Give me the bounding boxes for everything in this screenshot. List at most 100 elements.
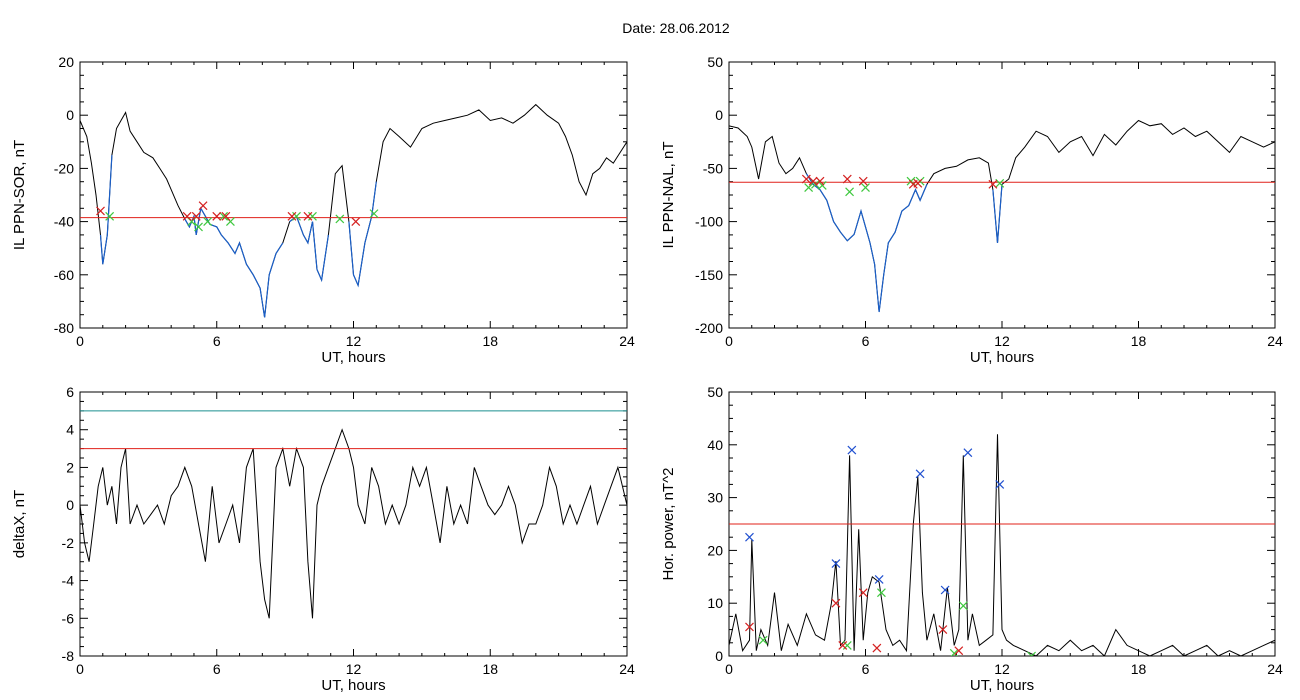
y-tick-label: 0 <box>715 107 723 123</box>
y-tick-label: -8 <box>62 648 75 664</box>
red-marker <box>287 211 297 221</box>
x-tick-label: 0 <box>725 661 733 677</box>
x-tick-label: 24 <box>619 661 635 677</box>
green-marker <box>369 209 379 219</box>
y-tick-label: 0 <box>66 497 74 513</box>
plot-area <box>729 434 1275 656</box>
red-marker <box>872 643 882 653</box>
plot-frame <box>79 391 628 657</box>
x-tick-label: 24 <box>1267 333 1283 349</box>
y-tick-label: 40 <box>707 437 723 453</box>
green-marker <box>292 211 301 221</box>
red-marker <box>351 217 361 227</box>
x-axis-label: UT, hours <box>321 677 385 694</box>
green-marker <box>308 211 317 221</box>
red-marker <box>954 646 964 656</box>
x-axis-label: UT, hours <box>321 349 385 366</box>
y-tick-label: -200 <box>695 320 723 336</box>
signal-line <box>729 119 1275 313</box>
plot-area <box>729 119 1275 313</box>
green-marker <box>877 588 886 598</box>
red-marker <box>838 641 848 650</box>
y-tick-label: 0 <box>715 648 723 664</box>
green-marker <box>861 183 870 192</box>
green-marker <box>219 211 229 221</box>
y-tick-label: -6 <box>62 610 75 626</box>
plot-area <box>80 103 627 318</box>
x-tick-label: 6 <box>213 333 221 349</box>
highlight-segment <box>992 184 1003 243</box>
green-marker <box>804 183 814 192</box>
highlight-segment <box>348 181 377 288</box>
green-marker <box>335 214 345 224</box>
x-tick-label: 18 <box>482 333 498 349</box>
y-tick-label: -50 <box>703 160 723 176</box>
x-tick-label: 0 <box>725 333 733 349</box>
y-tick-label: 0 <box>66 107 74 123</box>
panel-hor-power: 0 6 12 18 24 50 40 30 20 10 0 UT, hours Hor. power, … <box>660 384 1283 694</box>
panel-deltax: 0 6 12 18 24 6 4 2 0 -2 -4 -6 -8 UT, hours deltaX, nT <box>11 384 635 694</box>
signal-line <box>80 103 627 318</box>
green-marker <box>842 641 852 650</box>
x-tick-label: 6 <box>862 661 870 677</box>
red-marker <box>815 176 825 186</box>
y-tick-label: 4 <box>66 422 74 438</box>
blue-marker <box>963 448 973 458</box>
green-marker <box>958 601 968 611</box>
plot-area <box>80 410 627 619</box>
green-marker <box>758 635 768 645</box>
x-axis-label: UT, hours <box>970 677 1034 694</box>
x-tick-label: 24 <box>619 333 635 349</box>
y-tick-label: -2 <box>62 535 75 551</box>
y-tick-label: -4 <box>62 573 75 589</box>
y-tick-label: 50 <box>707 54 723 70</box>
plot-frame <box>79 61 628 329</box>
red-marker <box>913 178 923 188</box>
x-tick-label: 12 <box>346 661 362 677</box>
y-tick-label: -40 <box>54 214 74 230</box>
red-marker <box>182 211 192 221</box>
red-marker <box>988 179 998 189</box>
y-axis-label: IL PPN-NAL, nT <box>660 142 677 249</box>
x-tick-label: 18 <box>482 661 498 677</box>
x-tick-label: 6 <box>213 661 221 677</box>
highlight-segment <box>289 215 329 283</box>
blue-marker <box>874 575 884 584</box>
y-tick-label: -20 <box>54 160 74 176</box>
panel-il-ppn-nal: 0 6 12 18 24 50 0 -50 -100 -150 -200 UT, hours IL PP… <box>660 54 1283 366</box>
green-marker <box>817 180 827 190</box>
y-tick-label: -60 <box>54 267 74 283</box>
panel-il-ppn-sor: 0 6 12 18 24 20 0 -20 -40 -60 -80 UT, hours IL PPN-S… <box>11 54 635 366</box>
blue-marker <box>745 532 754 542</box>
x-tick-label: 18 <box>1131 661 1147 677</box>
red-marker <box>198 201 208 211</box>
plot-frame <box>728 61 1276 329</box>
x-tick-label: 12 <box>346 333 362 349</box>
y-tick-label: 10 <box>707 595 723 611</box>
red-marker <box>221 211 231 221</box>
signal-line <box>80 428 627 619</box>
y-tick-label: -150 <box>695 267 723 283</box>
blue-marker <box>940 585 950 595</box>
highlight-segment <box>99 155 113 265</box>
figure-title: Date: 28.06.2012 <box>622 20 730 36</box>
y-tick-label: -80 <box>54 320 74 336</box>
green-marker <box>949 648 959 656</box>
blue-marker <box>847 445 857 455</box>
y-tick-label: 30 <box>707 490 723 506</box>
red-marker <box>808 176 818 186</box>
green-marker <box>845 187 854 197</box>
x-tick-label: 6 <box>862 333 870 349</box>
x-tick-label: 0 <box>76 661 84 677</box>
green-marker <box>1027 651 1036 656</box>
red-marker <box>938 625 948 635</box>
signal-line <box>729 434 1275 656</box>
highlight-segment <box>184 206 284 318</box>
red-marker <box>96 206 105 216</box>
y-tick-label: 2 <box>66 459 74 475</box>
blue-marker <box>831 559 841 569</box>
green-marker <box>105 211 115 221</box>
y-tick-label: 20 <box>58 54 74 70</box>
y-axis-label: deltaX, nT <box>11 490 28 558</box>
